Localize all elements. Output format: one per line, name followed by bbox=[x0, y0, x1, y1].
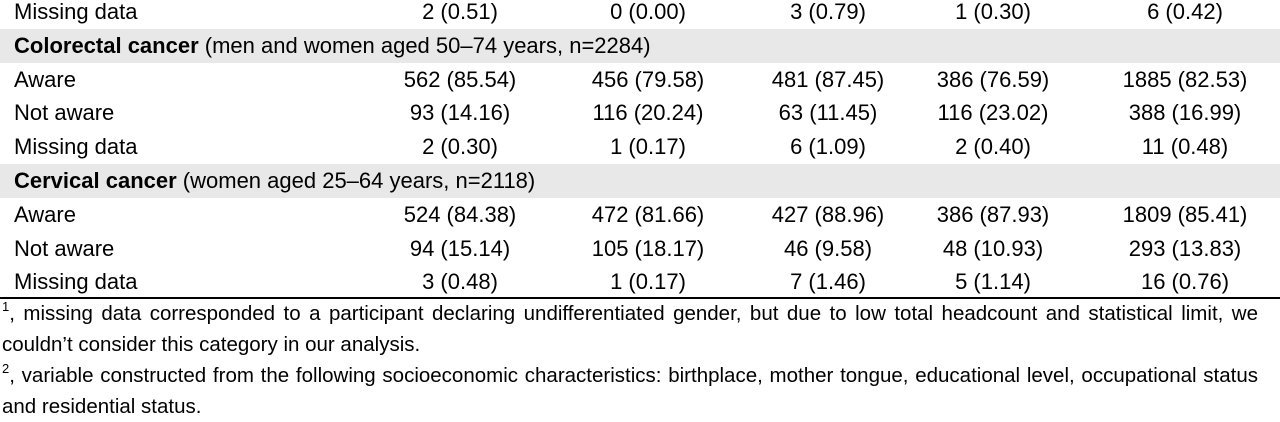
table-cell: 472 (81.66) bbox=[591, 201, 705, 227]
section-header: Colorectal cancer (men and women aged 50… bbox=[14, 29, 651, 63]
section-subtitle: (women aged 25–64 years, n=2118) bbox=[182, 168, 536, 193]
table-cell: 386 (76.59) bbox=[936, 66, 1050, 92]
table-row: Aware 524 (84.38) 472 (81.66) 427 (88.96) 38… bbox=[0, 198, 1280, 232]
table-cell: 2 (0.40) bbox=[955, 134, 1031, 160]
row-label: Missing data bbox=[14, 0, 138, 24]
row-label: Missing data bbox=[14, 134, 138, 160]
table-cell: 1 (0.17) bbox=[610, 134, 686, 160]
table-cell: 562 (85.54) bbox=[403, 66, 517, 92]
row-label: Missing data bbox=[14, 269, 138, 295]
table-row: Missing data 2 (0.51) 0 (0.00) 3 (0.79) 1 (0… bbox=[0, 0, 1280, 29]
footnote-text: , missing data corresponded to a partici… bbox=[2, 302, 1258, 356]
table-cell: 427 (88.96) bbox=[771, 201, 885, 227]
section-row: Cervical cancer (women aged 25–64 years,… bbox=[0, 164, 1280, 198]
table-cell: 11 (0.48) bbox=[1141, 134, 1229, 160]
table-cell: 93 (14.16) bbox=[409, 100, 511, 126]
table-row: Missing data 3 (0.48) 1 (0.17) 7 (1.46) 5 (1… bbox=[0, 265, 1280, 299]
table-cell: 63 (11.45) bbox=[778, 100, 878, 126]
table-cell: 94 (15.14) bbox=[409, 235, 511, 261]
footnote: 2, variable constructed from the followi… bbox=[2, 360, 1258, 422]
table-cell: 1 (0.17) bbox=[610, 269, 686, 295]
table-row: Not aware 94 (15.14) 105 (18.17) 46 (9.58) 4… bbox=[0, 232, 1280, 266]
table-cell: 0 (0.00) bbox=[610, 0, 686, 24]
table-cell: 388 (16.99) bbox=[1128, 100, 1242, 126]
table-cell: 524 (84.38) bbox=[403, 201, 517, 227]
table-cell: 48 (10.93) bbox=[942, 235, 1044, 261]
table-cell: 481 (87.45) bbox=[771, 66, 885, 92]
section-row: Colorectal cancer (men and women aged 50… bbox=[0, 28, 1280, 63]
table-cell: 46 (9.58) bbox=[783, 235, 873, 261]
row-label: Aware bbox=[14, 66, 76, 92]
table-row: Aware 562 (85.54) 456 (79.58) 481 (87.45) 38… bbox=[0, 63, 1280, 97]
table-cell: 1885 (82.53) bbox=[1122, 66, 1248, 92]
table-cell: 7 (1.46) bbox=[790, 269, 866, 295]
table-cell: 116 (23.02) bbox=[937, 100, 1049, 126]
table-cell: 293 (13.83) bbox=[1128, 235, 1242, 261]
table-cell: 16 (0.76) bbox=[1140, 269, 1230, 295]
table-cell: 1809 (85.41) bbox=[1122, 201, 1248, 227]
section-title: Cervical cancer bbox=[14, 168, 177, 193]
table-cell: 2 (0.30) bbox=[422, 134, 498, 160]
table-cell: 3 (0.48) bbox=[422, 269, 498, 295]
table-cell: 386 (87.93) bbox=[936, 201, 1050, 227]
table-cell: 105 (18.17) bbox=[591, 235, 705, 261]
table-row: Not aware 93 (14.16) 116 (20.24) 63 (11.45)… bbox=[0, 96, 1280, 130]
table-cell: 5 (1.14) bbox=[955, 269, 1031, 295]
row-label: Aware bbox=[14, 201, 76, 227]
section-subtitle: (men and women aged 50–74 years, n=2284) bbox=[204, 32, 651, 58]
section-title: Colorectal cancer bbox=[14, 32, 199, 58]
table-row: Missing data 2 (0.30) 1 (0.17) 6 (1.09) 2 (0… bbox=[0, 130, 1280, 164]
table-cell: 456 (79.58) bbox=[591, 66, 705, 92]
table-bottom-rule bbox=[0, 297, 1280, 299]
table-cell: 116 (20.24) bbox=[592, 100, 704, 126]
row-label: Not aware bbox=[14, 100, 115, 126]
table-cell: 6 (0.42) bbox=[1147, 0, 1223, 24]
section-header: Cervical cancer (women aged 25–64 years,… bbox=[14, 164, 535, 198]
footnote-mark: 2 bbox=[2, 361, 10, 376]
table-cell: 6 (1.09) bbox=[790, 134, 866, 160]
footnote-mark: 1 bbox=[2, 299, 10, 314]
table-cell: 2 (0.51) bbox=[422, 0, 498, 24]
row-label: Not aware bbox=[14, 235, 115, 261]
table-cell: 1 (0.30) bbox=[955, 0, 1031, 24]
footnote: 1, missing data corresponded to a partic… bbox=[2, 298, 1258, 360]
footnote-text: , variable constructed from the followin… bbox=[2, 364, 1258, 418]
table-cell: 3 (0.79) bbox=[790, 0, 866, 24]
